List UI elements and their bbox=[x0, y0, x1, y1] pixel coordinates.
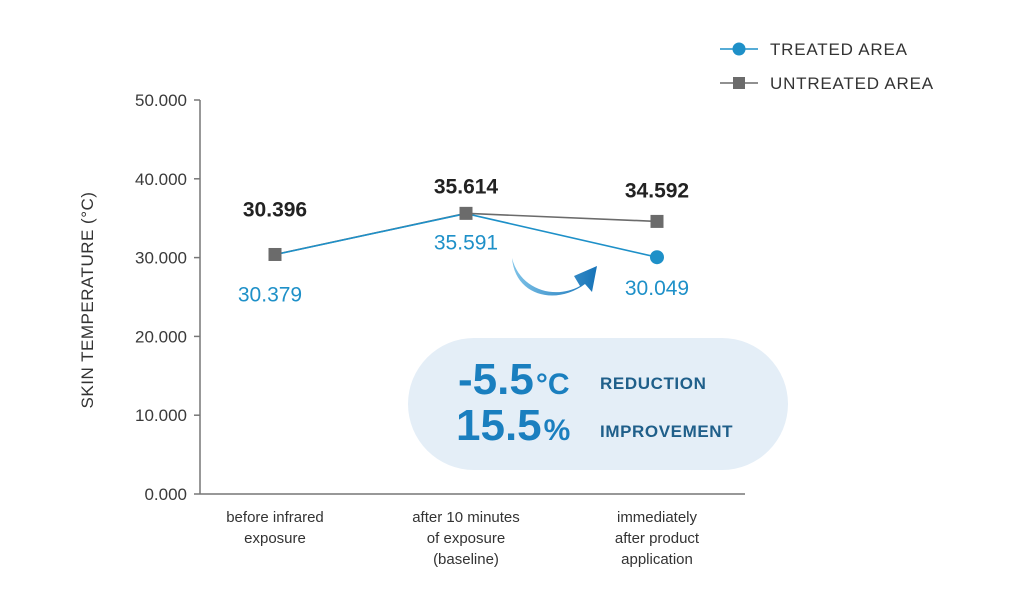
callout-reduction-label: REDUCTION bbox=[600, 374, 706, 393]
x-category-labels: before infrared exposure after 10 minutes o… bbox=[226, 509, 700, 568]
y-tick-label: 40.000 bbox=[135, 170, 187, 189]
callout-line1: -5.5°C bbox=[458, 355, 570, 404]
callout-background bbox=[408, 338, 788, 470]
axes bbox=[199, 100, 745, 495]
y-tick-label: 30.000 bbox=[135, 249, 187, 268]
callout-line2: 15.5% bbox=[456, 401, 570, 450]
curved-arrow-icon bbox=[512, 258, 597, 296]
untreated-data-label: 34.592 bbox=[625, 179, 689, 202]
treated-data-label: 35.591 bbox=[434, 232, 498, 255]
callout-improvement-value: 15.5 bbox=[456, 401, 542, 450]
y-ticks: 0.000 10.000 20.000 30.000 40.000 50.000 bbox=[135, 91, 200, 504]
legend-label: UNTREATED AREA bbox=[770, 74, 934, 93]
callout-box: -5.5°C REDUCTION 15.5% IMPROVEMENT bbox=[408, 338, 788, 470]
y-tick-label: 20.000 bbox=[135, 327, 187, 346]
legend-label: TREATED AREA bbox=[770, 40, 908, 59]
untreated-point bbox=[459, 206, 473, 220]
y-tick-label: 10.000 bbox=[135, 406, 187, 425]
x-category-label: after 10 minutes of exposure (baseline) bbox=[412, 509, 520, 568]
y-tick-label: 0.000 bbox=[144, 485, 187, 504]
legend: TREATED AREA UNTREATED AREA bbox=[720, 40, 934, 93]
untreated-point bbox=[268, 247, 282, 261]
series-layer: 30.396 35.614 34.592 30.379 35.591 30.049 bbox=[238, 175, 689, 306]
treated-data-label: 30.049 bbox=[625, 277, 689, 300]
y-axis-label: SKIN TEMPERATURE (°C) bbox=[78, 192, 97, 409]
callout-improvement-label: IMPROVEMENT bbox=[600, 422, 733, 441]
callout-reduction-unit: °C bbox=[536, 368, 570, 401]
legend-square-marker bbox=[733, 77, 745, 89]
untreated-point bbox=[650, 214, 664, 228]
untreated-data-label: 35.614 bbox=[434, 175, 499, 198]
x-category-label: immediately after product application bbox=[615, 509, 700, 568]
untreated-data-label: 30.396 bbox=[243, 198, 307, 221]
y-tick-label: 50.000 bbox=[135, 91, 187, 110]
callout-reduction-value: -5.5 bbox=[458, 355, 534, 404]
x-category-label: before infrared exposure bbox=[226, 509, 324, 547]
callout-improvement-unit: % bbox=[544, 414, 571, 447]
legend-circle-marker bbox=[732, 42, 746, 56]
treated-data-label: 30.379 bbox=[238, 284, 302, 307]
treated-point bbox=[650, 250, 664, 265]
